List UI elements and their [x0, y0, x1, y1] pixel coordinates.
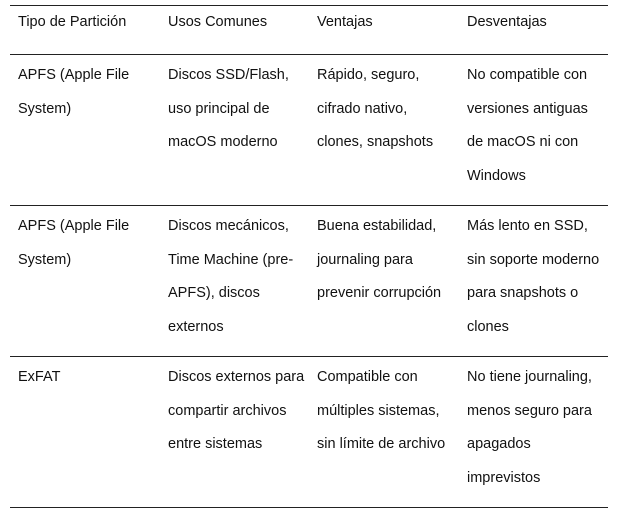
header-desventajas: Desventajas [459, 5, 608, 55]
table-row: ExFAT Discos externos para compartir arc… [10, 356, 608, 508]
cell-ventajas: Buena estabilidad, journaling para preve… [309, 205, 459, 357]
cell-desventajas: No compatible con versiones antiguas de … [459, 54, 608, 206]
comparison-table-container: Tipo de Partición Usos Comunes Ventajas … [10, 5, 608, 508]
cell-tipo: APFS (Apple File System) [10, 54, 160, 206]
table-header: Tipo de Partición Usos Comunes Ventajas … [10, 5, 608, 55]
cell-usos: Discos SSD/Flash, uso principal de macOS… [160, 54, 309, 206]
header-ventajas: Ventajas [309, 5, 459, 55]
cell-usos: Discos mecánicos, Time Machine (pre-APFS… [160, 205, 309, 357]
table-row: APFS (Apple File System) Discos SSD/Flas… [10, 54, 608, 206]
partition-comparison-table: Tipo de Partición Usos Comunes Ventajas … [10, 5, 608, 508]
cell-usos: Discos externos para compartir archivos … [160, 356, 309, 508]
cell-tipo: APFS (Apple File System) [10, 205, 160, 357]
cell-ventajas: Rápido, seguro, cifrado nativo, clones, … [309, 54, 459, 206]
header-row: Tipo de Partición Usos Comunes Ventajas … [10, 5, 608, 55]
cell-tipo: ExFAT [10, 356, 160, 508]
table-row: APFS (Apple File System) Discos mecánico… [10, 205, 608, 357]
table-body: APFS (Apple File System) Discos SSD/Flas… [10, 54, 608, 508]
cell-desventajas: Más lento en SSD, sin soporte moderno pa… [459, 205, 608, 357]
cell-ventajas: Compatible con múltiples sistemas, sin l… [309, 356, 459, 508]
header-tipo-particion: Tipo de Partición [10, 5, 160, 55]
header-usos-comunes: Usos Comunes [160, 5, 309, 55]
cell-desventajas: No tiene journaling, menos seguro para a… [459, 356, 608, 508]
